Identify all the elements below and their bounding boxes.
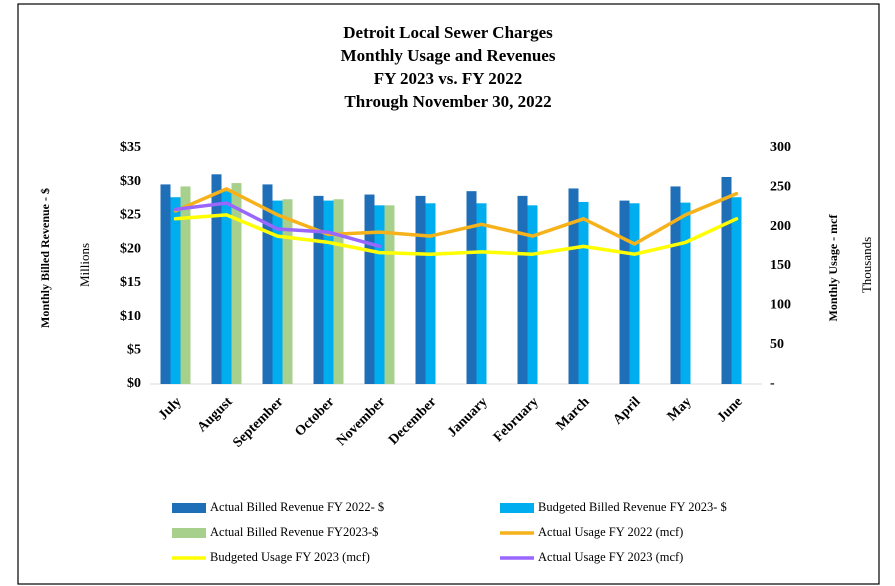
bar bbox=[313, 195, 324, 384]
y-tick-label: $15 bbox=[120, 275, 141, 290]
legend-label: Budgeted Usage FY 2023 (mcf) bbox=[210, 550, 370, 564]
bar bbox=[721, 176, 732, 384]
legend-swatch bbox=[172, 503, 206, 513]
bar bbox=[160, 184, 171, 384]
y-axis-title: Monthly Billed Revenue - $ bbox=[38, 188, 52, 328]
bar bbox=[282, 199, 293, 384]
legend-label: Actual Usage FY 2022 (mcf) bbox=[538, 525, 683, 539]
y2-axis-unit: Thousands bbox=[859, 237, 874, 293]
y2-tick-label: 250 bbox=[770, 180, 791, 195]
bar bbox=[384, 205, 395, 384]
bar bbox=[211, 174, 222, 384]
bar bbox=[629, 203, 640, 384]
y-tick-label: $20 bbox=[120, 241, 141, 256]
line-series bbox=[173, 201, 382, 249]
bar bbox=[374, 205, 385, 384]
y-tick-label: $25 bbox=[120, 208, 141, 223]
bar bbox=[670, 186, 681, 384]
bar bbox=[180, 186, 191, 384]
bar bbox=[231, 183, 242, 384]
bar bbox=[170, 197, 181, 384]
legend-swatch bbox=[172, 528, 206, 538]
bar bbox=[476, 203, 487, 384]
bar bbox=[415, 195, 426, 384]
y-tick-label: $35 bbox=[120, 140, 141, 155]
legend-label: Actual Billed Revenue FY2023-$ bbox=[210, 525, 378, 539]
bar bbox=[466, 191, 477, 384]
bar bbox=[568, 188, 579, 384]
y-tick-label: $5 bbox=[127, 343, 141, 358]
bar bbox=[517, 195, 528, 384]
y2-tick-label: 150 bbox=[770, 258, 791, 273]
chart-title: Detroit Local Sewer Charges bbox=[343, 23, 553, 42]
legend-swatch bbox=[500, 503, 534, 513]
legend-label: Actual Billed Revenue FY 2022- $ bbox=[210, 500, 384, 514]
chart-title: Through November 30, 2022 bbox=[344, 92, 551, 111]
bar bbox=[262, 184, 273, 384]
bar bbox=[323, 200, 334, 384]
y2-tick-label: 100 bbox=[770, 298, 791, 313]
y-tick-label: $0 bbox=[127, 376, 141, 391]
y2-tick-label: 50 bbox=[770, 337, 784, 352]
bar bbox=[364, 194, 375, 384]
bar bbox=[680, 202, 691, 384]
y2-axis-title: Monthly Usage - mcf bbox=[826, 214, 840, 322]
line-series bbox=[173, 187, 739, 246]
chart-title: FY 2023 vs. FY 2022 bbox=[374, 69, 522, 88]
bar bbox=[333, 199, 344, 384]
bar bbox=[221, 191, 232, 384]
chart-title: Monthly Usage and Revenues bbox=[341, 46, 556, 65]
bar bbox=[272, 200, 283, 384]
y2-tick-label: 300 bbox=[770, 140, 791, 155]
legend-label: Budgeted Billed Revenue FY 2023- $ bbox=[538, 500, 727, 514]
y-tick-label: $10 bbox=[120, 309, 141, 324]
bar bbox=[731, 197, 742, 384]
y2-tick-label: - bbox=[770, 376, 775, 391]
bar bbox=[619, 200, 630, 384]
y2-tick-label: 200 bbox=[770, 219, 791, 234]
bar bbox=[527, 205, 538, 384]
bar bbox=[425, 203, 436, 384]
y-axis-unit: Millions bbox=[77, 243, 92, 287]
line-series bbox=[173, 213, 739, 256]
legend-label: Actual Usage FY 2023 (mcf) bbox=[538, 550, 683, 564]
bar bbox=[578, 201, 589, 384]
y-tick-label: $30 bbox=[120, 174, 141, 189]
